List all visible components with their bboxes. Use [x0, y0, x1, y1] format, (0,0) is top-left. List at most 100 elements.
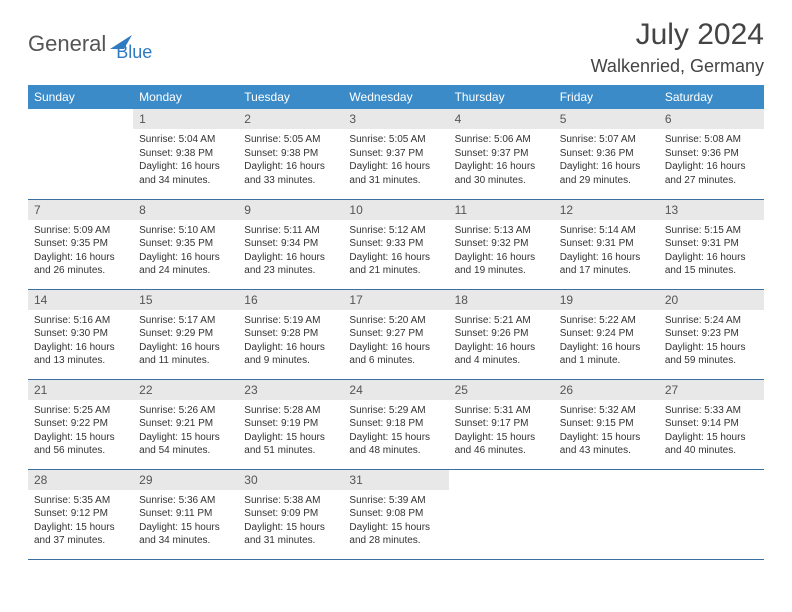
day-number: 9	[238, 200, 343, 220]
day-number: 6	[659, 109, 764, 129]
day-details: Sunrise: 5:32 AMSunset: 9:15 PMDaylight:…	[554, 400, 659, 464]
calendar-cell: 13Sunrise: 5:15 AMSunset: 9:31 PMDayligh…	[659, 199, 764, 289]
day-number: 28	[28, 470, 133, 490]
calendar-cell: 29Sunrise: 5:36 AMSunset: 9:11 PMDayligh…	[133, 469, 238, 559]
calendar-cell: 30Sunrise: 5:38 AMSunset: 9:09 PMDayligh…	[238, 469, 343, 559]
calendar-cell: 20Sunrise: 5:24 AMSunset: 9:23 PMDayligh…	[659, 289, 764, 379]
weekday-header: Thursday	[449, 85, 554, 109]
day-number: 5	[554, 109, 659, 129]
day-details: Sunrise: 5:36 AMSunset: 9:11 PMDaylight:…	[133, 490, 238, 554]
day-details: Sunrise: 5:20 AMSunset: 9:27 PMDaylight:…	[343, 310, 448, 374]
calendar-cell: 8Sunrise: 5:10 AMSunset: 9:35 PMDaylight…	[133, 199, 238, 289]
calendar-cell	[554, 469, 659, 559]
day-details: Sunrise: 5:09 AMSunset: 9:35 PMDaylight:…	[28, 220, 133, 284]
calendar-cell: 23Sunrise: 5:28 AMSunset: 9:19 PMDayligh…	[238, 379, 343, 469]
calendar-cell: 10Sunrise: 5:12 AMSunset: 9:33 PMDayligh…	[343, 199, 448, 289]
day-number: 11	[449, 200, 554, 220]
day-number: 30	[238, 470, 343, 490]
day-details: Sunrise: 5:06 AMSunset: 9:37 PMDaylight:…	[449, 129, 554, 193]
weekday-header: Wednesday	[343, 85, 448, 109]
day-details: Sunrise: 5:39 AMSunset: 9:08 PMDaylight:…	[343, 490, 448, 554]
calendar-cell: 24Sunrise: 5:29 AMSunset: 9:18 PMDayligh…	[343, 379, 448, 469]
day-number: 3	[343, 109, 448, 129]
day-details: Sunrise: 5:21 AMSunset: 9:26 PMDaylight:…	[449, 310, 554, 374]
day-details: Sunrise: 5:17 AMSunset: 9:29 PMDaylight:…	[133, 310, 238, 374]
day-number: 24	[343, 380, 448, 400]
day-number: 29	[133, 470, 238, 490]
day-number: 23	[238, 380, 343, 400]
day-details: Sunrise: 5:16 AMSunset: 9:30 PMDaylight:…	[28, 310, 133, 374]
day-details: Sunrise: 5:33 AMSunset: 9:14 PMDaylight:…	[659, 400, 764, 464]
calendar-cell: 26Sunrise: 5:32 AMSunset: 9:15 PMDayligh…	[554, 379, 659, 469]
day-details: Sunrise: 5:26 AMSunset: 9:21 PMDaylight:…	[133, 400, 238, 464]
calendar-cell: 15Sunrise: 5:17 AMSunset: 9:29 PMDayligh…	[133, 289, 238, 379]
day-details: Sunrise: 5:22 AMSunset: 9:24 PMDaylight:…	[554, 310, 659, 374]
day-details: Sunrise: 5:14 AMSunset: 9:31 PMDaylight:…	[554, 220, 659, 284]
calendar-cell	[659, 469, 764, 559]
day-details: Sunrise: 5:11 AMSunset: 9:34 PMDaylight:…	[238, 220, 343, 284]
day-details: Sunrise: 5:38 AMSunset: 9:09 PMDaylight:…	[238, 490, 343, 554]
weekday-header: Sunday	[28, 85, 133, 109]
calendar-cell: 5Sunrise: 5:07 AMSunset: 9:36 PMDaylight…	[554, 109, 659, 199]
day-details: Sunrise: 5:31 AMSunset: 9:17 PMDaylight:…	[449, 400, 554, 464]
calendar-cell: 7Sunrise: 5:09 AMSunset: 9:35 PMDaylight…	[28, 199, 133, 289]
weekday-header: Monday	[133, 85, 238, 109]
calendar-cell: 17Sunrise: 5:20 AMSunset: 9:27 PMDayligh…	[343, 289, 448, 379]
weekday-header: Saturday	[659, 85, 764, 109]
weekday-header: Tuesday	[238, 85, 343, 109]
day-number: 22	[133, 380, 238, 400]
calendar-table: Sunday Monday Tuesday Wednesday Thursday…	[28, 85, 764, 560]
day-number: 10	[343, 200, 448, 220]
day-number: 14	[28, 290, 133, 310]
calendar-cell	[449, 469, 554, 559]
day-details: Sunrise: 5:35 AMSunset: 9:12 PMDaylight:…	[28, 490, 133, 554]
calendar-row: 1Sunrise: 5:04 AMSunset: 9:38 PMDaylight…	[28, 109, 764, 199]
calendar-cell: 27Sunrise: 5:33 AMSunset: 9:14 PMDayligh…	[659, 379, 764, 469]
day-number: 27	[659, 380, 764, 400]
calendar-cell: 31Sunrise: 5:39 AMSunset: 9:08 PMDayligh…	[343, 469, 448, 559]
calendar-cell: 16Sunrise: 5:19 AMSunset: 9:28 PMDayligh…	[238, 289, 343, 379]
day-number: 13	[659, 200, 764, 220]
calendar-row: 7Sunrise: 5:09 AMSunset: 9:35 PMDaylight…	[28, 199, 764, 289]
day-number: 25	[449, 380, 554, 400]
day-details: Sunrise: 5:05 AMSunset: 9:37 PMDaylight:…	[343, 129, 448, 193]
page-title: July 2024	[591, 18, 764, 52]
calendar-row: 21Sunrise: 5:25 AMSunset: 9:22 PMDayligh…	[28, 379, 764, 469]
day-details: Sunrise: 5:08 AMSunset: 9:36 PMDaylight:…	[659, 129, 764, 193]
day-number: 16	[238, 290, 343, 310]
calendar-row: 14Sunrise: 5:16 AMSunset: 9:30 PMDayligh…	[28, 289, 764, 379]
day-details: Sunrise: 5:28 AMSunset: 9:19 PMDaylight:…	[238, 400, 343, 464]
day-number: 18	[449, 290, 554, 310]
calendar-cell: 18Sunrise: 5:21 AMSunset: 9:26 PMDayligh…	[449, 289, 554, 379]
day-number: 2	[238, 109, 343, 129]
day-number: 31	[343, 470, 448, 490]
day-details: Sunrise: 5:25 AMSunset: 9:22 PMDaylight:…	[28, 400, 133, 464]
day-number: 7	[28, 200, 133, 220]
day-number: 20	[659, 290, 764, 310]
day-number: 17	[343, 290, 448, 310]
calendar-row: 28Sunrise: 5:35 AMSunset: 9:12 PMDayligh…	[28, 469, 764, 559]
day-details: Sunrise: 5:29 AMSunset: 9:18 PMDaylight:…	[343, 400, 448, 464]
location-label: Walkenried, Germany	[591, 56, 764, 77]
day-details: Sunrise: 5:05 AMSunset: 9:38 PMDaylight:…	[238, 129, 343, 193]
calendar-cell: 12Sunrise: 5:14 AMSunset: 9:31 PMDayligh…	[554, 199, 659, 289]
calendar-cell: 4Sunrise: 5:06 AMSunset: 9:37 PMDaylight…	[449, 109, 554, 199]
calendar-cell: 22Sunrise: 5:26 AMSunset: 9:21 PMDayligh…	[133, 379, 238, 469]
calendar-cell: 11Sunrise: 5:13 AMSunset: 9:32 PMDayligh…	[449, 199, 554, 289]
day-number: 4	[449, 109, 554, 129]
day-details: Sunrise: 5:04 AMSunset: 9:38 PMDaylight:…	[133, 129, 238, 193]
calendar-cell: 14Sunrise: 5:16 AMSunset: 9:30 PMDayligh…	[28, 289, 133, 379]
header: General Blue July 2024 Walkenried, Germa…	[28, 18, 764, 77]
calendar-body: 1Sunrise: 5:04 AMSunset: 9:38 PMDaylight…	[28, 109, 764, 559]
weekday-header: Friday	[554, 85, 659, 109]
day-details: Sunrise: 5:19 AMSunset: 9:28 PMDaylight:…	[238, 310, 343, 374]
logo-text-general: General	[28, 31, 106, 57]
calendar-cell: 9Sunrise: 5:11 AMSunset: 9:34 PMDaylight…	[238, 199, 343, 289]
calendar-cell	[28, 109, 133, 199]
day-number: 21	[28, 380, 133, 400]
day-number: 8	[133, 200, 238, 220]
title-block: July 2024 Walkenried, Germany	[591, 18, 764, 77]
calendar-cell: 1Sunrise: 5:04 AMSunset: 9:38 PMDaylight…	[133, 109, 238, 199]
day-number: 15	[133, 290, 238, 310]
logo: General Blue	[28, 18, 152, 63]
